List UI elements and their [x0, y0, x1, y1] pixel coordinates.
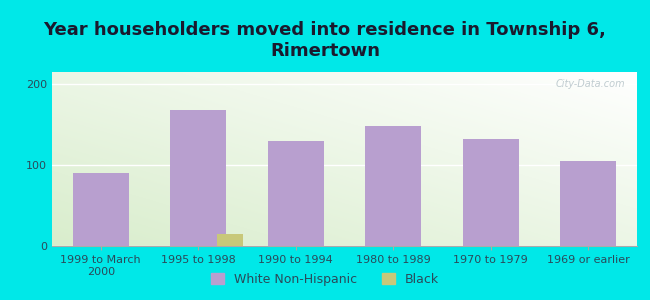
- Legend: White Non-Hispanic, Black: White Non-Hispanic, Black: [207, 268, 443, 291]
- Bar: [216, 234, 242, 246]
- Bar: [268, 141, 324, 246]
- Bar: [73, 173, 129, 246]
- Bar: [170, 110, 226, 246]
- Bar: [365, 126, 421, 246]
- Text: Year householders moved into residence in Township 6,
Rimertown: Year householders moved into residence i…: [44, 21, 606, 60]
- Bar: [560, 161, 616, 246]
- Text: City-Data.com: City-Data.com: [556, 79, 625, 89]
- Bar: [463, 139, 519, 246]
